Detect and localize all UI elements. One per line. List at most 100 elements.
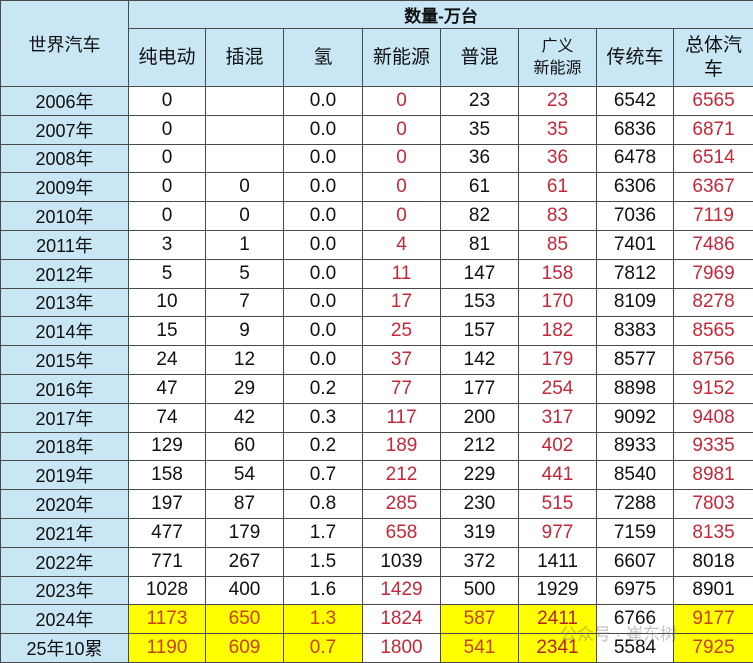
value-cell: 74 [128,402,206,433]
year-cell: 2013年 [0,287,129,318]
value-cell: 1.5 [283,546,363,577]
value-cell: 6306 [596,172,674,203]
value-cell: 36 [440,143,519,174]
value-cell: 8898 [596,373,674,404]
value-cell: 0.0 [283,316,363,347]
value-cell: 5 [128,258,206,289]
value-cell: 4 [362,229,441,260]
table-row: 2007年 0 0.0 0 35 35 6836 6871 [0,114,753,145]
table-row: 2011年 3 1 0.0 4 81 85 7401 7486 [0,229,753,260]
year-cell: 2012年 [0,258,129,289]
value-cell: 0 [205,201,284,231]
value-cell: 402 [518,431,597,462]
value-cell: 7401 [596,229,674,260]
value-cell: 8901 [672,575,753,606]
value-cell: 9408 [672,402,753,433]
value-cell: 42 [205,402,284,433]
value-cell: 7036 [596,201,674,231]
year-cell: 2007年 [0,114,129,145]
table-row: 2019年 158 54 0.7 212 229 441 8540 8981 [0,460,753,491]
table-row: 2015年 24 12 0.0 37 142 179 8577 8756 [0,345,753,375]
column-header: 新能源 [362,28,441,87]
value-cell: 500 [440,575,519,606]
value-cell: 9335 [672,431,753,462]
value-cell: 6565 [672,86,753,116]
value-cell: 6607 [596,546,674,577]
value-cell: 0.0 [283,143,363,174]
year-cell: 2020年 [0,489,129,519]
value-cell: 0.0 [283,345,363,375]
value-cell: 285 [362,489,441,519]
value-cell: 9 [205,316,284,347]
value-cell: 9152 [672,373,753,404]
value-cell: 197 [128,489,206,519]
year-cell: 2006年 [0,86,129,116]
year-cell: 2023年 [0,575,129,606]
value-cell: 8565 [672,316,753,347]
year-cell: 25年10累 [0,633,129,663]
value-cell: 1.3 [283,604,363,635]
year-cell: 2016年 [0,373,129,404]
value-cell: 212 [362,460,441,491]
value-cell [205,114,284,145]
value-cell: 1.6 [283,575,363,606]
value-cell: 0 [128,172,206,203]
value-cell: 36 [518,143,597,174]
value-cell: 0 [128,143,206,174]
column-header: 总体汽车 [672,28,753,87]
value-cell: 61 [440,172,519,203]
value-cell: 2341 [518,633,597,663]
value-cell: 1929 [518,575,597,606]
value-cell: 179 [205,517,284,548]
column-header: 插混 [205,28,284,87]
value-cell: 0.0 [283,201,363,231]
value-cell: 6478 [596,143,674,174]
value-cell: 212 [440,431,519,462]
column-header: 广义 新能源 [518,28,597,87]
value-cell: 0.0 [283,229,363,260]
value-cell: 170 [518,287,597,318]
value-cell: 317 [518,402,597,433]
value-cell: 177 [440,373,519,404]
value-cell: 0.2 [283,431,363,462]
value-cell: 8540 [596,460,674,491]
value-cell: 977 [518,517,597,548]
value-cell: 1824 [362,604,441,635]
value-cell: 650 [205,604,284,635]
value-cell: 8018 [672,546,753,577]
value-cell: 372 [440,546,519,577]
value-cell: 23 [518,86,597,116]
year-cell: 2019年 [0,460,129,491]
value-cell: 8756 [672,345,753,375]
year-cell: 2010年 [0,201,129,231]
value-cell: 3 [128,229,206,260]
table-row: 25年10累 1190 609 0.7 1800 541 2341 5584 7925 [0,633,753,663]
value-cell: 81 [440,229,519,260]
table-row: 2023年 1028 400 1.6 1429 500 1929 6975 8901 [0,575,753,606]
value-cell: 37 [362,345,441,375]
table-row: 2020年 197 87 0.8 285 230 515 7288 7803 [0,489,753,519]
value-cell: 29 [205,373,284,404]
value-cell: 182 [518,316,597,347]
value-cell: 23 [440,86,519,116]
value-cell: 0 [362,86,441,116]
column-header: 氢 [283,28,363,87]
value-cell: 8933 [596,431,674,462]
value-cell: 0.8 [283,489,363,519]
value-cell: 6836 [596,114,674,145]
value-cell: 158 [518,258,597,289]
value-cell: 85 [518,229,597,260]
year-cell: 2021年 [0,517,129,548]
year-cell: 2017年 [0,402,129,433]
year-cell: 2018年 [0,431,129,462]
value-cell: 541 [440,633,519,663]
value-cell: 658 [362,517,441,548]
value-cell: 0.0 [283,172,363,203]
table-row: 2021年 477 179 1.7 658 319 977 7159 8135 [0,517,753,548]
value-cell: 5 [205,258,284,289]
value-cell: 1800 [362,633,441,663]
column-header: 纯电动 [128,28,206,87]
value-cell: 8135 [672,517,753,548]
value-cell: 7486 [672,229,753,260]
value-cell: 0.0 [283,287,363,318]
